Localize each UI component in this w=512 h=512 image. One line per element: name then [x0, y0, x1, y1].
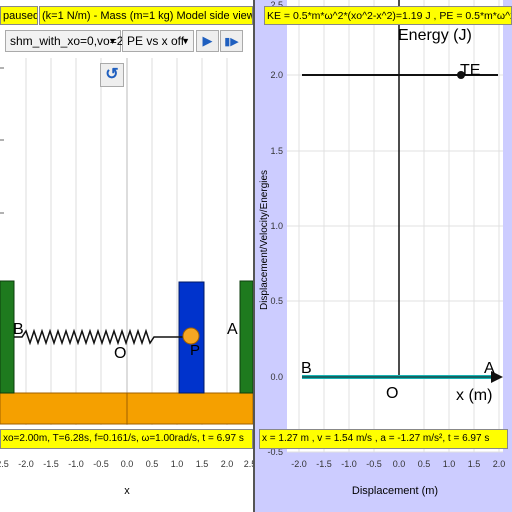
left-info-bar: xo=2.00m, T=6.28s, f=0.161/s, ω=1.00rad/… [0, 429, 253, 449]
svg-text:1.5: 1.5 [270, 146, 283, 156]
right-title-bar: KE = 0.5*m*ω^2*(xo^2-x^2)=1.19 J , PE = … [264, 6, 512, 25]
left-title-bar: (k=1 N/m) - Mass (m=1 kg) Model side vie… [39, 6, 253, 25]
label-a: A [227, 321, 238, 338]
right-panel: -0.5 0.0 0.5 1.0 1.5 2.0 2.5 -2.0 -1.5 -… [255, 0, 512, 512]
step-button[interactable]: ▮▶ [220, 30, 243, 52]
svg-text:1.0: 1.0 [171, 459, 184, 469]
model-dropdown[interactable]: shm_with_xo=0,vo=2 ▼ [5, 30, 124, 52]
side-band-left [255, 0, 287, 512]
svg-text:1.5: 1.5 [468, 459, 481, 469]
te-point [457, 71, 465, 79]
svg-text:1.5: 1.5 [196, 459, 209, 469]
right-info-text: x = 1.27 m , v = 1.54 m/s , a = -1.27 m/… [262, 433, 490, 444]
status-text: paused [3, 10, 38, 22]
svg-text:-0.5: -0.5 [93, 459, 109, 469]
right-info-bar: x = 1.27 m , v = 1.54 m/s , a = -1.27 m/… [259, 429, 508, 449]
svg-text:-2.0: -2.0 [18, 459, 34, 469]
svg-text:0.0: 0.0 [121, 459, 134, 469]
right-y-ticks: -0.5 0.0 0.5 1.0 1.5 2.0 2.5 [267, 0, 283, 457]
svg-text:-1.5: -1.5 [43, 459, 59, 469]
svg-text:-2.0: -2.0 [291, 459, 307, 469]
side-band-right [503, 0, 512, 512]
svg-text:1.0: 1.0 [270, 221, 283, 231]
panel-divider [253, 0, 255, 512]
play-icon: ▶ [202, 33, 213, 48]
svg-text:2.5: 2.5 [244, 459, 253, 469]
left-info-text: xo=2.00m, T=6.28s, f=0.161/s, ω=1.00rad/… [3, 433, 244, 444]
right-y-axis-label: Displacement/Velocity/Energies [259, 170, 270, 310]
svg-text:0.0: 0.0 [393, 459, 406, 469]
svg-text:0.5: 0.5 [418, 459, 431, 469]
view-dropdown[interactable]: PE vs x off ▼ [122, 30, 194, 52]
chevron-down-icon: ▼ [181, 36, 190, 46]
chevron-down-icon: ▼ [108, 36, 117, 46]
right-title: KE = 0.5*m*ω^2*(xo^2-x^2)=1.19 J , PE = … [267, 10, 512, 22]
label-o: O [114, 345, 126, 362]
left-canvas: B O P A -2.5 -2.0 -1.5 -1.0 -0.5 0.0 0.5… [0, 58, 253, 497]
svg-text:2.5: 2.5 [270, 0, 283, 10]
svg-text:-2.5: -2.5 [0, 459, 9, 469]
svg-text:1.0: 1.0 [443, 459, 456, 469]
right-x-axis-label: Displacement (m) [352, 485, 438, 497]
bottom-band [255, 452, 512, 512]
svg-text:2.0: 2.0 [221, 459, 234, 469]
step-icon: ▮▶ [224, 36, 239, 48]
right-x-ticks: -2.0 -1.5 -1.0 -0.5 0.0 0.5 1.0 1.5 2.0 [291, 459, 505, 469]
model-dropdown-value: shm_with_xo=0,vo=2 [10, 34, 124, 48]
svg-text:2.0: 2.0 [493, 459, 506, 469]
right-label-b: B [301, 360, 312, 377]
left-axis-label: x [124, 485, 130, 497]
te-label: TE [460, 62, 480, 79]
svg-text:-1.0: -1.0 [341, 459, 357, 469]
left-title: (k=1 N/m) - Mass (m=1 kg) Model side vie… [42, 10, 253, 22]
status-bar: paused [0, 6, 38, 25]
right-canvas: -0.5 0.0 0.5 1.0 1.5 2.0 2.5 -2.0 -1.5 -… [255, 0, 512, 512]
svg-text:-1.5: -1.5 [316, 459, 332, 469]
energy-label: Energy (J) [398, 27, 472, 44]
spring [14, 328, 190, 346]
svg-text:-0.5: -0.5 [366, 459, 382, 469]
svg-text:0.5: 0.5 [146, 459, 159, 469]
right-label-a: A [484, 360, 495, 377]
label-p: P [190, 342, 200, 359]
reset-button[interactable]: ↺ [100, 63, 124, 87]
svg-text:-0.5: -0.5 [267, 447, 283, 457]
mass-ball[interactable] [182, 327, 200, 345]
x-axis-arrow [491, 371, 503, 383]
svg-text:0.0: 0.0 [270, 372, 283, 382]
left-grid [25, 58, 228, 425]
wall-right [239, 280, 253, 394]
left-x-ticks: -2.5 -2.0 -1.5 -1.0 -0.5 0.0 0.5 1.0 1.5… [0, 459, 253, 469]
left-panel: B O P A -2.5 -2.0 -1.5 -1.0 -0.5 0.0 0.5… [0, 0, 253, 512]
right-label-o: O [386, 385, 398, 402]
svg-text:0.5: 0.5 [270, 296, 283, 306]
view-dropdown-value: PE vs x off [127, 34, 185, 48]
label-b: B [13, 321, 24, 338]
svg-text:2.0: 2.0 [270, 70, 283, 80]
wall-left [0, 280, 15, 394]
reset-icon: ↺ [105, 66, 119, 83]
svg-text:-1.0: -1.0 [68, 459, 84, 469]
xm-label: x (m) [456, 387, 492, 404]
play-button[interactable]: ▶ [196, 30, 219, 52]
